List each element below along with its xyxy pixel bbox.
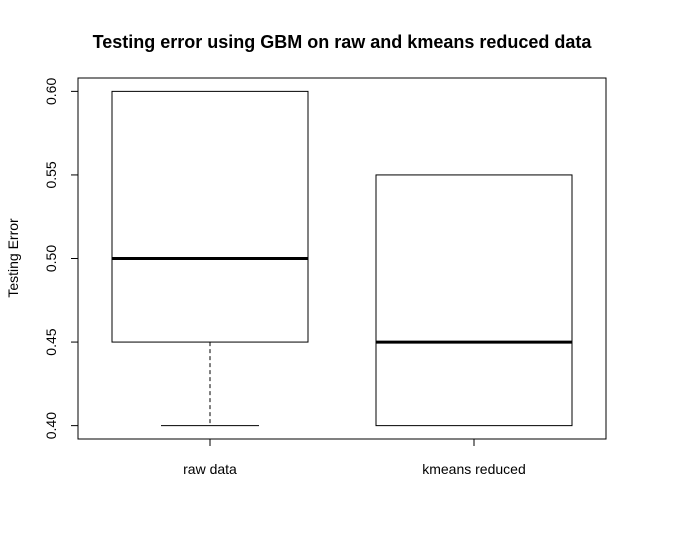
y-tick-label: 0.60 xyxy=(43,78,59,105)
chart-title: Testing error using GBM on raw and kmean… xyxy=(93,32,593,52)
x-tick-label: kmeans reduced xyxy=(422,461,526,477)
y-tick-label: 0.50 xyxy=(43,245,59,272)
box-iqr xyxy=(375,174,573,427)
plot-area: 0.40 0.45 0.50 0.55 0.60 raw data kmeans reduc… xyxy=(43,77,607,477)
box-iqr xyxy=(111,90,309,343)
y-axis-label: Testing Error xyxy=(5,218,21,298)
y-tick-label: 0.45 xyxy=(43,328,59,355)
x-tick-label: raw data xyxy=(183,461,237,477)
y-tick-label: 0.55 xyxy=(43,161,59,188)
y-tick-label: 0.40 xyxy=(43,412,59,439)
